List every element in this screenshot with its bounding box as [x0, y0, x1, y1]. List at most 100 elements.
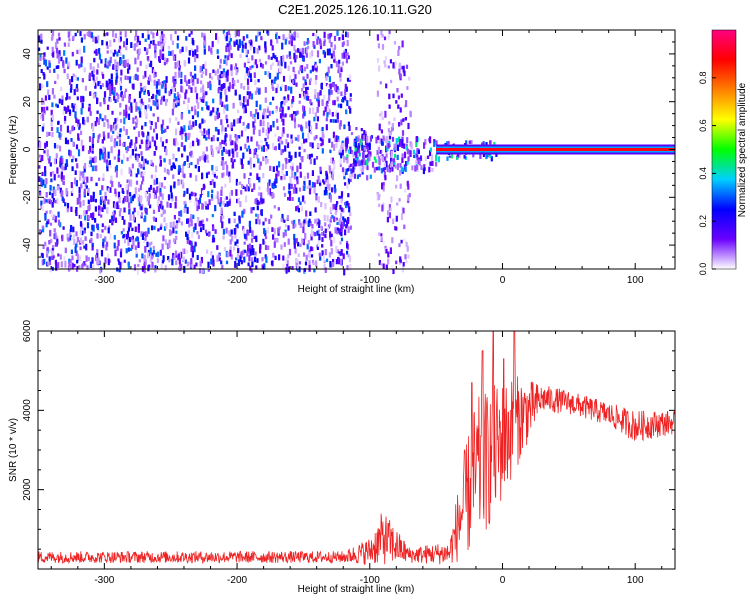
spectrogram-cell [72, 126, 76, 131]
spectrogram-cell [97, 205, 101, 210]
spectrogram-cell [296, 179, 299, 185]
spectrogram-cell [194, 49, 197, 57]
spectrogram-cell [205, 232, 209, 236]
spectrogram-cell [309, 125, 313, 130]
spectrogram-cell [285, 224, 288, 228]
spectrogram-cell [79, 31, 82, 37]
spectrogram-cell [137, 194, 140, 202]
spectrogram-cell [330, 206, 333, 213]
spectrogram-cell [185, 46, 188, 52]
spectrogram-cell [181, 163, 185, 171]
spectrogram-cell [342, 253, 345, 260]
spectrogram-cell [119, 85, 123, 91]
spectrogram-cell [243, 256, 246, 263]
spectrogram-cell [329, 119, 332, 123]
spectrogram-cell [76, 77, 79, 81]
spectrogram-cell [154, 122, 157, 129]
spectrogram-cell [255, 108, 258, 115]
spectrogram-cell [272, 96, 275, 101]
spectrogram-cell [299, 48, 303, 52]
spectrogram-cell [202, 151, 205, 155]
spectrogram-cell [249, 172, 252, 176]
spectrogram-cell [305, 48, 308, 55]
spectrogram-cell [198, 156, 202, 162]
spectrogram-cell [266, 132, 270, 140]
spectrogram-cell [493, 142, 496, 147]
spectrogram-cell [221, 221, 224, 229]
spectrogram-cell [247, 160, 250, 165]
spectrogram-cell [39, 83, 42, 91]
spectrogram-cell [288, 51, 291, 57]
spectrogram-cell [277, 60, 280, 66]
spectrogram-cell [108, 259, 112, 263]
spectrogram-cell [178, 266, 181, 271]
spectrogram-cell [161, 127, 164, 134]
spectrogram-cell [203, 48, 206, 55]
spectrogram-cell [298, 220, 301, 226]
spectrogram-cell [105, 244, 108, 251]
spectrogram-cell [219, 74, 222, 79]
spectrogram-cell [300, 142, 304, 150]
spectrogram-cell [222, 215, 225, 219]
spectrogram-cell [307, 40, 310, 44]
spectrogram-cell [241, 48, 244, 53]
spectrogram-cell [82, 96, 85, 102]
spectrogram-cell [379, 113, 382, 117]
spectrogram-cell [156, 200, 160, 207]
spectrogram-cell [385, 145, 388, 153]
spectrogram-cell [127, 68, 130, 74]
spectrogram-cell [212, 234, 215, 238]
spectrogram-cell [296, 259, 299, 263]
spectrogram-cell [223, 83, 226, 88]
spectrogram-cell [287, 106, 290, 110]
spectrogram-cell [127, 76, 130, 81]
spectrogram-cell [136, 155, 139, 162]
spectrogram-cell [231, 77, 234, 84]
spectrogram-cell [142, 86, 146, 92]
spectrogram-cell [298, 146, 301, 150]
spectrogram-cell [329, 149, 332, 154]
spectrogram-cell [184, 75, 187, 83]
spectrogram-cell [266, 115, 269, 119]
spectrogram-cell [261, 146, 264, 152]
spectrogram-cell [376, 150, 379, 157]
spectrogram-cell [249, 157, 252, 164]
spectrogram-cell [204, 61, 207, 67]
spectrogram-cell [188, 109, 191, 114]
spectrogram-cell [87, 150, 91, 154]
spectrogram-cell [155, 133, 158, 140]
spectrogram-cell [108, 83, 112, 91]
spectrogram-cell [96, 233, 99, 239]
spectrogram-cell [274, 178, 277, 184]
spectrogram-cell [102, 146, 105, 153]
spectrogram-cell [219, 91, 223, 99]
spectrogram-cell [163, 80, 166, 84]
spectrogram-cell [185, 89, 188, 94]
spectrogram-cell [99, 154, 102, 161]
spectrogram-cell [228, 230, 231, 236]
spectrogram-cell [72, 234, 75, 239]
spectrogram-cell [266, 227, 269, 234]
spectrogram-cell [335, 61, 338, 68]
spectrogram-cell [380, 111, 383, 117]
spectrogram-cell [294, 248, 297, 254]
spectrogram-cell [307, 239, 310, 245]
spectrogram-cell [154, 217, 157, 222]
spectrogram-cell [190, 219, 193, 227]
spectrogram-cell [194, 109, 197, 116]
spectrogram-cell [126, 62, 129, 68]
spectrogram-cell [63, 42, 66, 47]
spectrogram-cell [275, 109, 278, 113]
spectrogram-cell [48, 158, 51, 164]
spectrogram-cell [96, 249, 99, 254]
spectrogram-cell [67, 42, 70, 47]
spectrogram-cell [76, 259, 79, 264]
spectrogram-cell [97, 135, 100, 140]
spectrogram-cell [186, 207, 189, 214]
spectrogram-cell [122, 154, 126, 160]
spectrogram-cell [189, 197, 192, 203]
spectrogram-cell [268, 72, 272, 79]
spectrogram-cell [197, 234, 200, 240]
spectrogram-cell [150, 174, 153, 179]
